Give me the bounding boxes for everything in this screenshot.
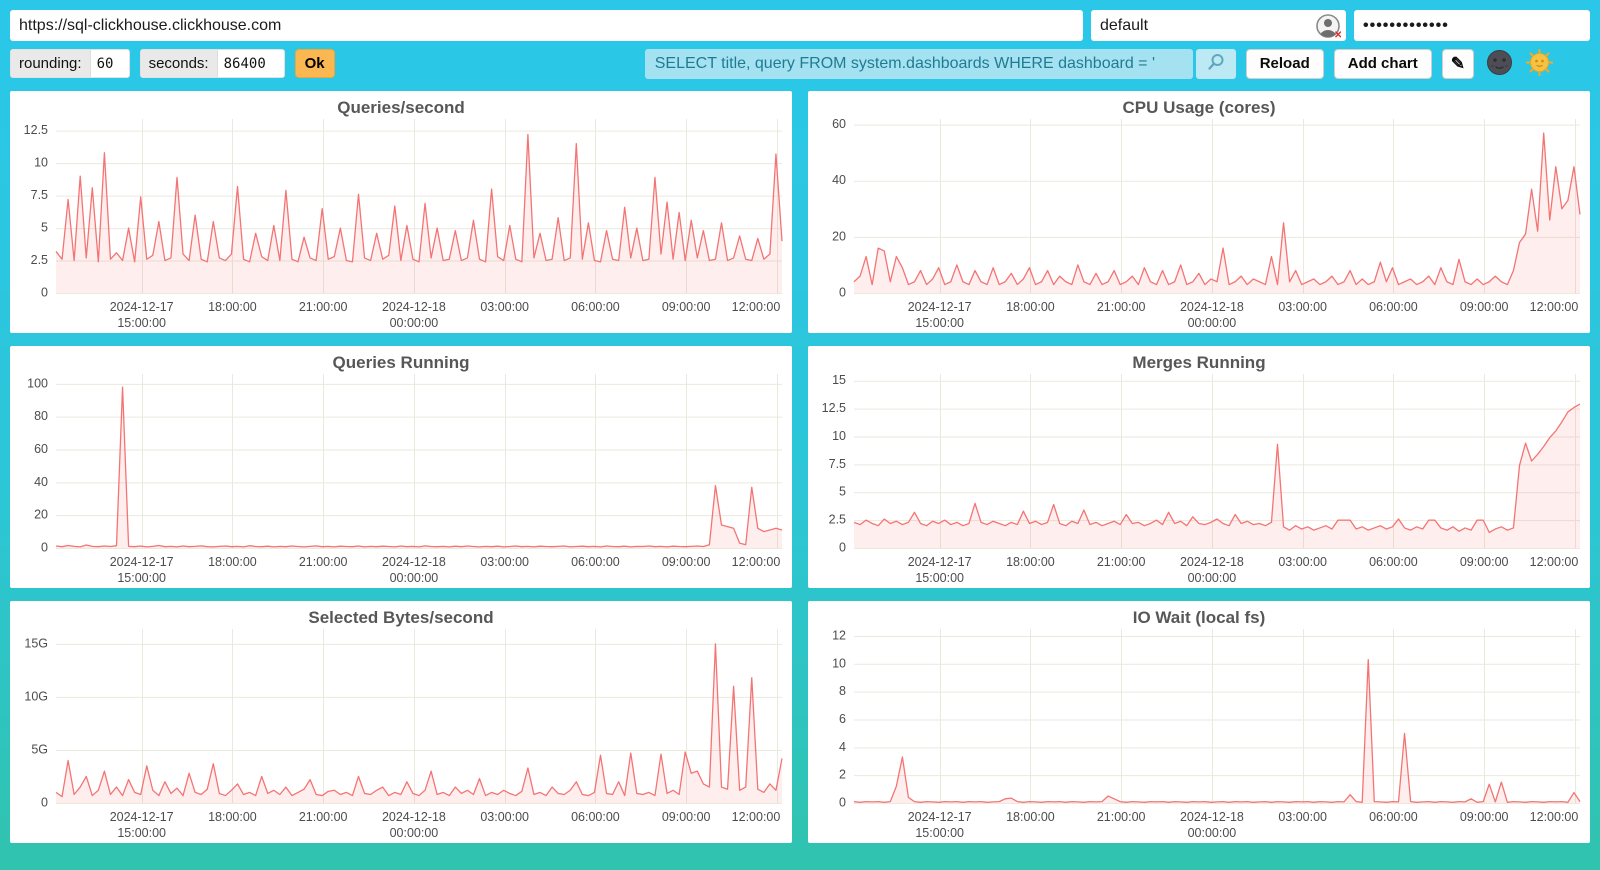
rounding-label: rounding: — [11, 50, 91, 77]
light-theme-toggle[interactable] — [1524, 48, 1554, 79]
user-input[interactable] — [1091, 10, 1346, 41]
seconds-input[interactable] — [217, 50, 284, 77]
rounding-field: rounding: — [10, 49, 130, 78]
dashboard-query-group — [644, 48, 1236, 79]
run-query-button[interactable] — [1195, 48, 1236, 79]
sun-icon — [1525, 48, 1553, 79]
dark-theme-toggle[interactable] — [1484, 49, 1514, 79]
moon-icon — [1486, 49, 1513, 79]
password-input[interactable] — [1354, 10, 1590, 41]
rounding-input[interactable] — [90, 50, 129, 77]
chart-canvas-queries-running — [10, 346, 792, 588]
ok-button[interactable]: Ok — [294, 49, 335, 78]
search-icon — [1206, 52, 1226, 75]
edit-dashboard-button[interactable]: ✎ — [1441, 48, 1474, 79]
chart-card-selected-bytes: Selected Bytes/second — [10, 601, 792, 843]
pencil-icon: ✎ — [1450, 54, 1465, 73]
chart-canvas-merges-running — [808, 346, 1590, 588]
add-chart-button[interactable]: Add chart — [1333, 48, 1432, 79]
chart-card-cpu-usage: CPU Usage (cores) — [808, 91, 1590, 333]
chart-canvas-cpu-usage — [808, 91, 1590, 333]
user-error-icon: ✕ — [1315, 13, 1342, 41]
user-field-wrap: ✕ — [1091, 10, 1346, 41]
chart-canvas-queries-per-second — [10, 91, 792, 333]
server-url-input[interactable] — [10, 10, 1083, 41]
chart-canvas-selected-bytes — [10, 601, 792, 843]
seconds-field: seconds: — [139, 49, 285, 78]
dashboard-grid: Queries/second CPU Usage (cores) Queries… — [10, 91, 1590, 843]
svg-text:✕: ✕ — [1334, 30, 1341, 39]
dashboard-query-input[interactable] — [644, 48, 1193, 79]
chart-card-queries-running: Queries Running — [10, 346, 792, 588]
connection-bar: ✕ — [10, 10, 1590, 41]
toolbar: rounding: seconds: Ok Reload Add chart ✎ — [10, 48, 1590, 79]
chart-card-io-wait: IO Wait (local fs) — [808, 601, 1590, 843]
chart-card-queries-per-second: Queries/second — [10, 91, 792, 333]
seconds-label: seconds: — [140, 50, 218, 77]
chart-canvas-io-wait — [808, 601, 1590, 843]
reload-button[interactable]: Reload — [1245, 48, 1324, 79]
chart-card-merges-running: Merges Running — [808, 346, 1590, 588]
